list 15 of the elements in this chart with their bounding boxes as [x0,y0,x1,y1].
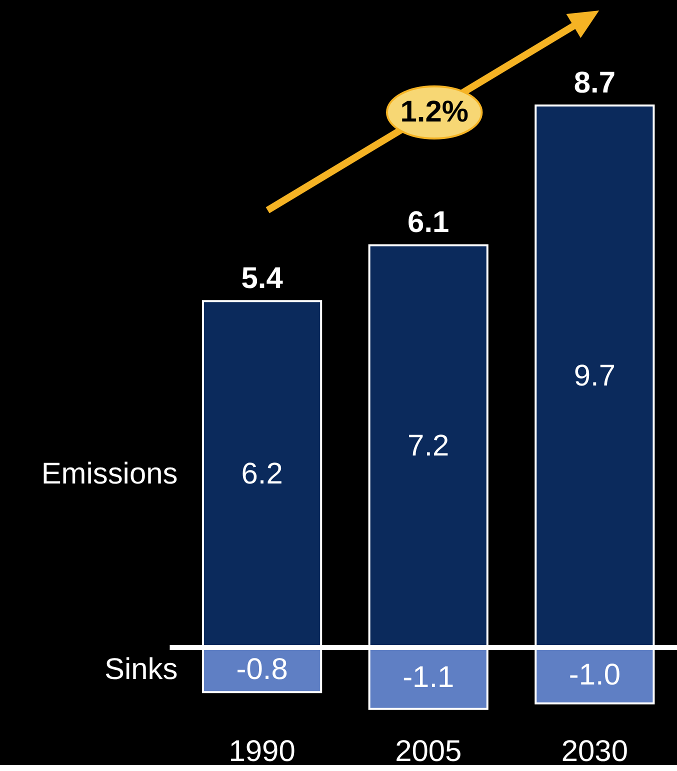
data-label: 6.2 [241,457,283,490]
data-label: 7.2 [408,429,450,462]
series-label: Sinks [104,652,178,686]
data-label: 9.7 [574,359,616,392]
series-label: Emissions [41,457,178,490]
data-label: -1.0 [568,658,620,692]
x-tick-label: 2030 [561,734,628,768]
total-label: 8.7 [574,66,616,100]
total-label: 5.4 [241,262,284,296]
x-tick-label: 2005 [395,734,462,768]
x-tick-label: 1990 [228,734,296,768]
total-label: 6.1 [408,206,450,240]
data-label: -0.8 [236,652,288,686]
annotation: 1.2% [400,95,468,128]
data-label: -1.1 [402,661,454,694]
